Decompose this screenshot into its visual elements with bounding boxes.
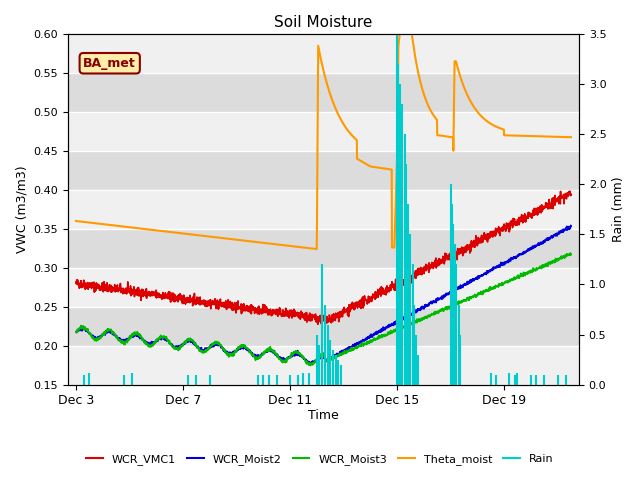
Bar <box>68 73 579 112</box>
Legend: WCR_VMC1, WCR_Moist2, WCR_Moist3, Theta_moist, Rain: WCR_VMC1, WCR_Moist2, WCR_Moist3, Theta_… <box>82 450 558 469</box>
Bar <box>68 229 579 268</box>
Title: Soil Moisture: Soil Moisture <box>275 15 372 30</box>
X-axis label: Time: Time <box>308 409 339 422</box>
Y-axis label: Rain (mm): Rain (mm) <box>612 177 625 242</box>
Bar <box>68 151 579 190</box>
Y-axis label: VWC (m3/m3): VWC (m3/m3) <box>15 166 28 253</box>
Bar <box>68 307 579 346</box>
Text: BA_met: BA_met <box>83 57 136 70</box>
